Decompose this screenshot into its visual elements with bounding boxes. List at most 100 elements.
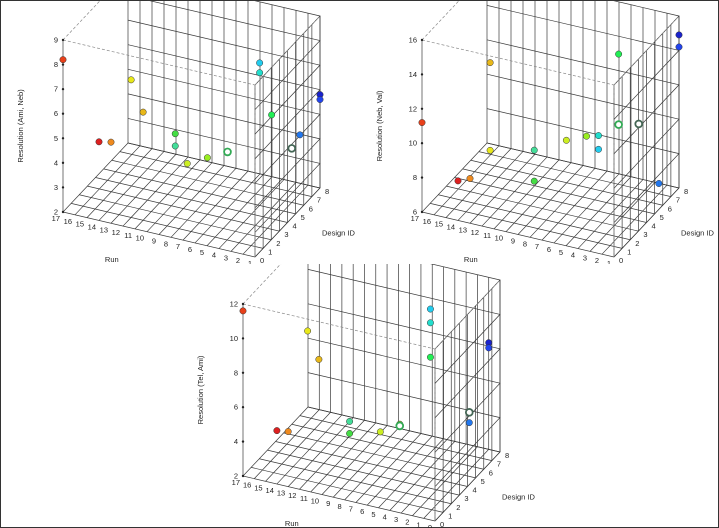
x-tick-label: 0 — [428, 523, 432, 528]
y-tick-label: 2 — [276, 239, 280, 248]
x-tick-label: 7 — [176, 242, 180, 251]
x-tick-label: 11 — [300, 494, 308, 503]
y-tick-label: 0 — [440, 520, 444, 528]
floor-grid-line — [119, 151, 312, 197]
data-point — [296, 131, 304, 139]
data-point — [239, 307, 247, 315]
data-point — [454, 177, 462, 185]
x-tick-label: 13 — [277, 489, 285, 498]
floor-grid-line — [283, 432, 476, 479]
y-tick-label: 6 — [309, 204, 313, 213]
z-tick-mark — [420, 142, 424, 145]
wall-z-grid-line — [307, 406, 501, 522]
data-point — [304, 327, 312, 335]
z-tick-label: 6 — [413, 208, 417, 217]
data-point — [171, 142, 179, 150]
floor-grid-line — [62, 211, 256, 258]
wall-z-grid-line — [127, 93, 321, 209]
x-tick-label: 9 — [152, 237, 156, 246]
data-point — [223, 147, 232, 157]
z-tick-label: 4 — [234, 437, 238, 446]
y-axis-title: Design ID — [322, 229, 356, 238]
data-point — [256, 69, 264, 77]
x-tick-label: 11 — [124, 231, 132, 240]
z-tick-label: 9 — [54, 36, 58, 45]
rim-line — [421, 39, 615, 86]
x-tick-label: 16 — [243, 481, 251, 490]
floor-grid-line — [421, 211, 615, 258]
x-tick-label: 14 — [266, 486, 274, 495]
floor-grid-line — [242, 475, 436, 522]
floor-grid-line — [87, 185, 280, 232]
x-axis-title: Run — [105, 255, 119, 264]
z-tick-mark — [420, 73, 424, 76]
y-tick-label: 3 — [284, 230, 288, 239]
z-tick-mark — [420, 176, 424, 179]
x-tick-label: 2 — [236, 256, 240, 264]
data-point — [426, 353, 434, 361]
x-tick-label: 12 — [112, 228, 120, 237]
data-point — [95, 138, 103, 146]
grid-lines — [421, 0, 680, 258]
box-rim — [62, 0, 321, 257]
data-point — [376, 428, 384, 436]
data-point — [287, 144, 297, 153]
y-tick-label: 6 — [489, 468, 493, 477]
z-tick-label: 5 — [54, 134, 58, 143]
data-point — [675, 43, 683, 51]
x-tick-label: 13 — [100, 225, 108, 234]
x-tick-label: 9 — [511, 237, 515, 246]
x-tick-label: 3 — [394, 515, 398, 524]
data-point — [59, 56, 67, 64]
data-point — [530, 177, 538, 185]
wall-z-grid-line — [430, 264, 501, 350]
z-tick-mark — [241, 302, 245, 306]
y-tick-label: 8 — [505, 451, 509, 460]
data-point — [595, 145, 602, 153]
y-tick-label: 7 — [497, 460, 501, 469]
z-tick-label: 16 — [409, 36, 417, 45]
x-tick-label: 6 — [188, 245, 192, 254]
x-tick-label: 9 — [326, 499, 330, 508]
data-point — [203, 154, 211, 162]
data-point — [485, 344, 493, 352]
floor-grid-line — [95, 177, 288, 223]
z-tick-label: 7 — [54, 85, 58, 94]
z-tick-mark — [241, 371, 245, 374]
z-tick-mark — [241, 337, 245, 340]
x-tick-label: 4 — [571, 251, 575, 260]
z-tick-mark — [241, 440, 245, 443]
y-tick-label: 6 — [668, 204, 672, 213]
x-tick-label: 14 — [447, 222, 455, 231]
wall-z-grid-line — [145, 0, 321, 110]
y-tick-label: 3 — [643, 230, 647, 239]
z-tick-mark — [61, 210, 65, 214]
x-tick-label: 7 — [535, 242, 539, 251]
x-tick-label: 13 — [459, 225, 467, 234]
floor-grid-line — [462, 168, 655, 215]
rim-line — [242, 264, 282, 305]
data-point — [655, 180, 663, 187]
box-rim — [242, 264, 501, 521]
floor-grid-line — [446, 185, 639, 232]
x-tick-label: 6 — [547, 245, 551, 254]
y-tick-label: 2 — [456, 503, 460, 512]
x-tick-label: 1 — [607, 259, 611, 264]
data-point — [530, 146, 538, 154]
data-point — [107, 138, 115, 146]
z-tick-mark — [241, 406, 245, 409]
x-tick-label: 15 — [435, 220, 443, 229]
x-tick-label: 3 — [583, 253, 587, 262]
x-tick-label: 16 — [64, 217, 72, 226]
z-tick-label: 2 — [54, 208, 58, 217]
data-point — [183, 160, 191, 167]
data-point — [418, 119, 426, 127]
y-tick-label: 7 — [676, 196, 680, 205]
box-rim — [421, 0, 680, 257]
x-tick-label: 3 — [224, 253, 228, 262]
data-point — [395, 421, 405, 431]
y-tick-label: 1 — [627, 247, 631, 256]
